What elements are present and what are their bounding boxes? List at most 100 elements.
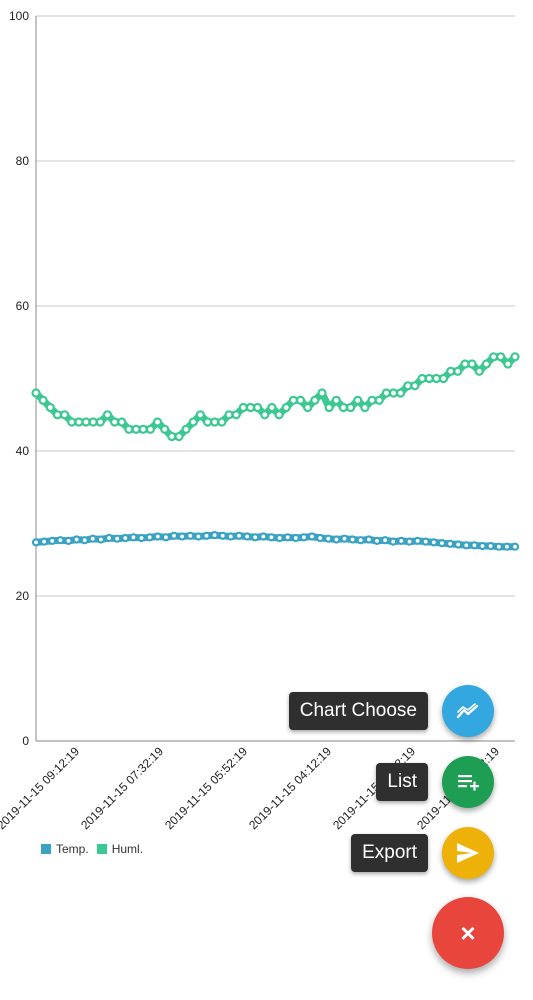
- fab-chart-choose-row: Chart Choose: [288, 685, 494, 737]
- data-point: [56, 536, 65, 545]
- y-tick-label: 20: [16, 589, 30, 603]
- data-point: [275, 533, 284, 543]
- data-point: [109, 417, 120, 427]
- data-point: [403, 381, 413, 391]
- data-point: [417, 373, 427, 384]
- chart-series: [31, 352, 520, 551]
- data-point: [291, 533, 300, 543]
- data-point: [74, 417, 84, 427]
- data-point: [131, 424, 141, 434]
- data-point: [388, 388, 399, 398]
- data-point: [496, 352, 506, 362]
- data-point: [245, 402, 256, 413]
- data-point: [259, 532, 268, 541]
- playlist-add-icon: [458, 775, 479, 791]
- data-point: [72, 535, 81, 544]
- legend-swatch-temp: [41, 844, 51, 854]
- data-point: [80, 536, 89, 545]
- data-point: [138, 424, 148, 434]
- data-point: [413, 536, 422, 546]
- chart-choose-label[interactable]: Chart Choose: [288, 692, 428, 730]
- y-tick-label: 60: [16, 299, 30, 313]
- legend-item-temp[interactable]: Temp.: [41, 842, 89, 856]
- chart-legend: Temp. Huml.: [41, 842, 143, 856]
- send-icon: [457, 843, 479, 863]
- data-point: [346, 402, 356, 413]
- data-point: [217, 417, 227, 427]
- data-point: [218, 531, 227, 540]
- data-point: [324, 534, 333, 543]
- data-point: [202, 531, 211, 540]
- data-point: [364, 535, 373, 544]
- fab-list-row: List: [376, 756, 494, 808]
- data-point: [243, 532, 252, 541]
- data-point: [283, 533, 292, 542]
- data-point: [424, 373, 434, 384]
- legend-label-temp: Temp.: [56, 842, 89, 856]
- legend-item-huml[interactable]: Huml.: [96, 842, 144, 856]
- data-point: [64, 536, 73, 546]
- data-point: [295, 395, 306, 405]
- data-point: [153, 532, 162, 541]
- data-point: [317, 388, 327, 398]
- data-point: [281, 402, 291, 413]
- data-point: [160, 424, 170, 434]
- data-point: [353, 395, 363, 405]
- data-point: [486, 541, 495, 551]
- data-point: [81, 417, 91, 427]
- data-point: [145, 533, 154, 542]
- data-point: [48, 536, 57, 546]
- data-point: [503, 359, 513, 369]
- data-point: [470, 541, 479, 550]
- data-point: [95, 417, 105, 427]
- data-point: [59, 410, 70, 420]
- data-point: [137, 533, 146, 543]
- data-point: [453, 366, 463, 376]
- x-tick-label: 2019-11-15 09:12:19: [0, 744, 82, 832]
- data-point: [446, 366, 456, 376]
- close-fab-button[interactable]: ×: [432, 897, 504, 969]
- data-point: [316, 533, 325, 543]
- data-point: [238, 402, 248, 413]
- legend-swatch-huml: [96, 844, 107, 854]
- data-point: [410, 381, 420, 391]
- data-point: [194, 532, 203, 541]
- data-point: [102, 410, 113, 420]
- data-point: [332, 535, 341, 544]
- data-point: [31, 538, 41, 547]
- data-point: [226, 532, 235, 541]
- data-point: [356, 536, 365, 545]
- data-point: [438, 373, 449, 384]
- data-point: [104, 533, 114, 543]
- data-point: [381, 388, 391, 398]
- data-point: [389, 537, 398, 546]
- data-point: [474, 366, 484, 376]
- data-point: [324, 402, 334, 413]
- data-point: [88, 417, 98, 427]
- data-point: [121, 533, 130, 543]
- data-point: [188, 417, 198, 427]
- list-button[interactable]: [442, 756, 494, 808]
- y-tick-label: 0: [22, 734, 29, 748]
- data-point: [462, 541, 471, 550]
- data-point: [437, 538, 446, 548]
- data-point: [494, 542, 503, 551]
- data-point: [234, 531, 244, 540]
- x-tick-label: 2019-11-15 04:12:19: [246, 744, 334, 832]
- data-point: [310, 395, 320, 405]
- legend-label-huml: Huml.: [111, 842, 144, 856]
- data-point: [224, 410, 234, 420]
- data-point: [397, 536, 406, 546]
- data-point: [454, 540, 463, 549]
- chart-choose-button[interactable]: [442, 685, 494, 737]
- data-point: [203, 417, 213, 427]
- export-button[interactable]: [442, 827, 494, 879]
- data-point: [39, 537, 49, 546]
- data-point: [348, 535, 357, 544]
- list-label[interactable]: List: [376, 763, 428, 801]
- data-point: [307, 532, 317, 541]
- data-point: [31, 388, 41, 398]
- data-point: [429, 538, 438, 547]
- export-label[interactable]: Export: [351, 834, 428, 872]
